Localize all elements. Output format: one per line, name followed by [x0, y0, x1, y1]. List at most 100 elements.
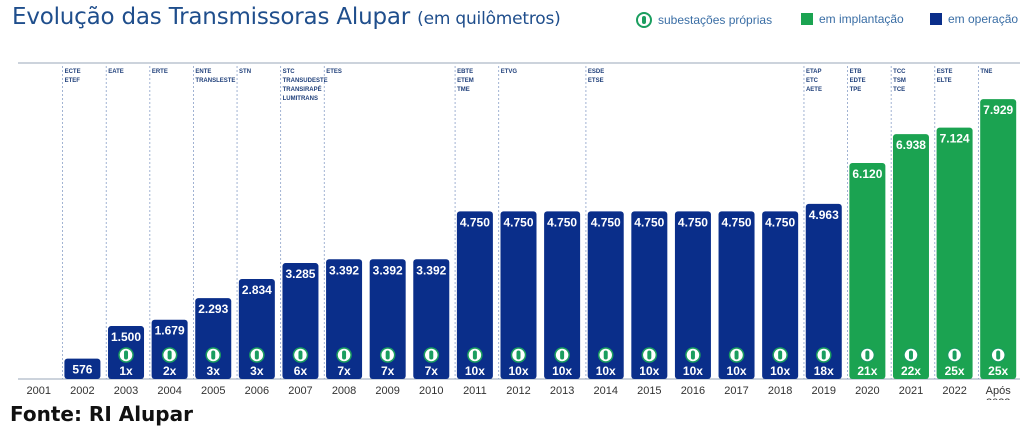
annotation-label: TRANSLESTE [195, 78, 235, 84]
tick-label: 2004 [157, 385, 181, 397]
annotation-label: ETB [850, 69, 863, 75]
substation-count: 10x [683, 364, 703, 378]
substation-count: 7x [425, 364, 439, 378]
annotation-label: ETEM [457, 78, 474, 84]
tick-label: 2005 [201, 385, 225, 397]
annotation-label: ERTE [152, 69, 168, 75]
legend-implantation-label: em implantação [819, 12, 904, 26]
legend-operation-swatch [930, 13, 942, 25]
substation-icon [636, 12, 652, 28]
title-sub: (em quilômetros) [417, 9, 561, 29]
value-label: 4.750 [634, 215, 664, 229]
substation-icon-core [516, 350, 521, 360]
substation-icon-core [385, 350, 390, 360]
bar [762, 211, 799, 379]
substation-icon-core [690, 350, 695, 360]
tick-label: 2015 [637, 385, 661, 397]
substation-icon-core [952, 350, 957, 360]
tick-label: 2008 [332, 385, 356, 397]
source-note: Fonte: RI Alupar [10, 402, 193, 426]
substation-icon-core [734, 350, 739, 360]
value-label: 2.293 [198, 302, 228, 316]
substation-icon-core [124, 350, 129, 360]
value-label: 4.963 [809, 208, 839, 222]
substation-icon-core [908, 350, 913, 360]
annotation-label: EBTE [457, 69, 473, 75]
tick-label: 2002 [70, 385, 94, 397]
annotation-label: ESTE [937, 69, 953, 75]
value-label: 3.392 [373, 263, 403, 277]
tick-label: 2011 [463, 385, 487, 397]
tick-label: 2016 [681, 385, 705, 397]
bar [980, 99, 1017, 379]
bar [631, 211, 668, 379]
tick-label: 2022 [942, 385, 966, 397]
substation-count: 2x [163, 364, 177, 378]
value-label: 1.679 [155, 324, 185, 338]
bar [936, 127, 973, 380]
tick-label: 2014 [593, 385, 617, 397]
value-label: 4.750 [765, 215, 795, 229]
bar [805, 203, 842, 379]
title-main: Evolução das Transmissoras Alupar [12, 4, 411, 30]
substation-icon-core [865, 350, 870, 360]
substation-icon-core [342, 350, 347, 360]
substation-count: 22x [901, 364, 921, 378]
substation-count: 10x [770, 364, 790, 378]
legend-operation: em operação [930, 12, 1018, 26]
bar [64, 358, 101, 379]
page-title: Evolução das Transmissoras Alupar (em qu… [12, 4, 561, 30]
substation-count: 6x [294, 364, 308, 378]
bar [195, 298, 232, 379]
substation-icon-core [211, 350, 216, 360]
tick-label: 2010 [419, 385, 443, 397]
bar [326, 259, 363, 379]
tick-label: 2006 [245, 385, 269, 397]
annotation-label: ETVG [501, 69, 518, 75]
annotation-label: EATE [108, 69, 124, 75]
tick-label: 2018 [768, 385, 792, 397]
bar [500, 211, 537, 379]
bar [369, 259, 406, 379]
substation-count: 10x [508, 364, 528, 378]
tick-label: 2001 [27, 385, 51, 397]
substation-count: 10x [552, 364, 572, 378]
tick-label: 2019 [812, 385, 836, 397]
tick-label: 2009 [375, 385, 399, 397]
value-label: 4.750 [460, 215, 490, 229]
annotation-label: ETSE [588, 78, 604, 84]
annotation-label: TRANSUDESTE [283, 78, 328, 84]
substation-icon-core [778, 350, 783, 360]
value-label: 2.834 [242, 283, 272, 297]
value-label: 4.750 [722, 215, 752, 229]
substation-count: 7x [337, 364, 351, 378]
substation-icon-core [821, 350, 826, 360]
substation-icon-core [167, 350, 172, 360]
annotation-label: ESDE [588, 69, 604, 75]
tick-label: 2017 [724, 385, 748, 397]
substation-count: 3x [250, 364, 264, 378]
value-label: 6.120 [852, 167, 882, 181]
legend-operation-label: em operação [948, 12, 1019, 26]
value-label: 3.285 [285, 267, 315, 281]
value-label: 576 [72, 363, 92, 377]
legend-implantation: em implantação [801, 12, 904, 26]
substation-icon-core [603, 350, 608, 360]
substation-count: 3x [207, 364, 221, 378]
substation-count: 18x [814, 364, 834, 378]
tick-label: 2020 [855, 385, 879, 397]
value-label: 7.124 [940, 132, 970, 146]
bar [718, 211, 755, 379]
value-label: 7.929 [983, 103, 1013, 117]
substation-count: 10x [465, 364, 485, 378]
tick-label: 2022 [986, 397, 1010, 400]
value-label: 6.938 [896, 138, 926, 152]
bar [238, 278, 275, 379]
tick-label: 2021 [899, 385, 923, 397]
legend-substations-label: subestações próprias [658, 13, 773, 27]
annotation-label: STC [283, 69, 296, 75]
value-label: 4.750 [591, 215, 621, 229]
bar [413, 259, 450, 379]
substation-icon-core [647, 350, 652, 360]
bar [456, 211, 493, 379]
